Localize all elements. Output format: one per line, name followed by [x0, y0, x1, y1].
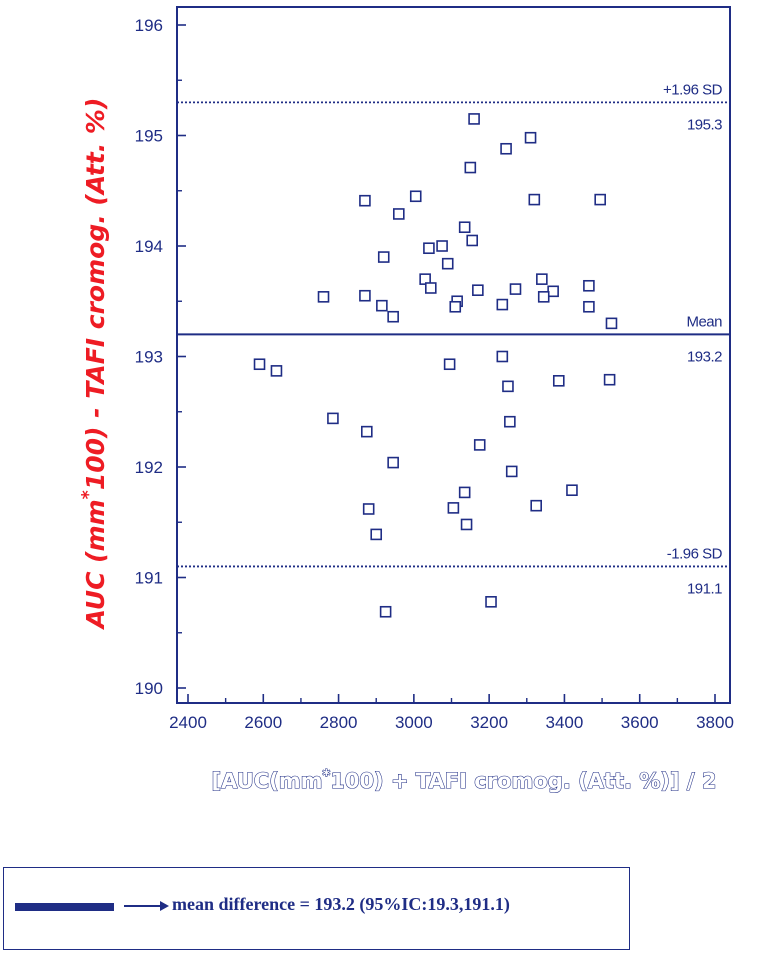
data-point: [270, 365, 283, 377]
data-point: [449, 300, 462, 313]
data-point: [552, 375, 565, 387]
data-point: [359, 289, 371, 302]
reference-line-value: 195.3: [687, 116, 722, 133]
data-point: [460, 518, 473, 531]
data-point: [566, 484, 578, 497]
reference-line-name: Mean: [686, 313, 722, 330]
data-point: [464, 161, 477, 174]
axis-tick-labels: 2400 2600 2800 3000 3200 3400 3600 3800 190 191 19…: [135, 16, 734, 732]
data-point: [583, 300, 595, 313]
data-point: [370, 528, 383, 541]
data-point: [583, 279, 595, 292]
reference-line-value: 193.2: [687, 348, 722, 365]
data-point: [423, 242, 435, 255]
data-point: [536, 273, 548, 285]
data-point: [505, 465, 518, 478]
reference-line-value: 191.1: [687, 580, 722, 597]
reference-labels: +1.96 SD 195.3 Mean 193.2 -1.96 SD 191.1: [663, 81, 723, 597]
x-tick-label: 3600: [621, 713, 659, 732]
data-point: [362, 503, 375, 515]
plot-area-border: [176, 6, 731, 704]
data-point: [327, 412, 339, 425]
data-point: [603, 373, 616, 386]
data-point: [379, 605, 392, 618]
data-point: [441, 257, 454, 270]
data-point: [458, 221, 471, 234]
reference-line-name: +1.96 SD: [663, 81, 723, 98]
x-tick-label: 2800: [320, 713, 358, 732]
x-tick-label: 2600: [244, 713, 282, 732]
data-point: [547, 285, 559, 298]
data-point: [485, 596, 497, 608]
bland-altman-chart: 2400 2600 2800 3000 3200 3400 3600 3800 190 191 19…: [79, 6, 734, 794]
data-point: [436, 240, 448, 252]
reference-line-name: -1.96 SD: [667, 545, 723, 562]
reference-lines: [177, 101, 730, 568]
data-point: [387, 456, 399, 469]
arrow-right-icon: [124, 901, 169, 911]
legend-box: mean difference = 193.2 (95%IC:19.3,191.…: [3, 867, 630, 950]
data-point: [466, 234, 479, 247]
data-point: [376, 299, 388, 312]
data-point: [524, 131, 537, 144]
data-point: [377, 251, 390, 263]
axis-ticks: [177, 24, 716, 703]
data-point: [443, 358, 456, 371]
data-point: [528, 193, 541, 206]
y-tick-label: 192: [135, 458, 163, 477]
data-point: [500, 142, 512, 155]
data-point: [496, 298, 509, 311]
data-point: [361, 425, 373, 438]
y-tick-label: 193: [135, 348, 163, 367]
data-point: [496, 350, 509, 363]
data-point: [594, 193, 606, 206]
plot-frame: [176, 6, 731, 704]
data-point: [473, 439, 486, 451]
x-tick-label: 3000: [395, 713, 433, 732]
y-axis-title: AUC (mm*100) - TAFI cromog. (Att. %): [79, 98, 110, 631]
x-tick-label: 3200: [470, 713, 508, 732]
legend-mean-difference-text: mean difference = 193.2 (95%IC:19.3,191.…: [172, 894, 510, 914]
data-point: [447, 502, 460, 514]
data-point: [317, 291, 330, 303]
data-point: [509, 283, 522, 295]
data-point: [502, 380, 514, 393]
data-points: [253, 113, 618, 618]
data-point: [424, 282, 437, 294]
data-point: [458, 486, 471, 499]
x-tick-label: 2400: [169, 713, 207, 732]
data-point: [472, 284, 484, 297]
data-point: [605, 317, 618, 330]
legend-mean-bar: [15, 903, 114, 911]
data-point: [537, 291, 550, 303]
data-point: [387, 310, 399, 323]
y-tick-label: 194: [135, 237, 163, 256]
y-tick-label: 195: [135, 127, 163, 146]
data-point: [504, 415, 516, 428]
x-tick-label: 3400: [546, 713, 584, 732]
data-point: [530, 499, 542, 512]
y-tick-label: 191: [135, 569, 163, 588]
y-tick-label: 190: [135, 679, 163, 698]
data-point: [359, 194, 371, 207]
y-tick-label: 196: [135, 16, 163, 35]
x-axis-title: [AUC(mm*100) + TAFI cromog. (Att. %)] / …: [211, 767, 716, 794]
data-point: [468, 113, 480, 125]
data-point: [253, 358, 266, 371]
data-point: [409, 190, 422, 203]
x-tick-label: 3800: [696, 713, 734, 732]
data-point: [392, 208, 405, 220]
